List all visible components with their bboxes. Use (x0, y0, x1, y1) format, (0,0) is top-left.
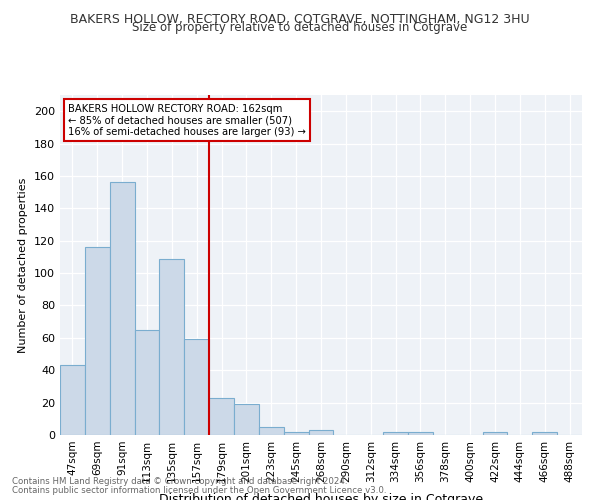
Bar (85, 247, 110, 435)
Text: BAKERS HOLLOW RECTORY ROAD: 162sqm
← 85% of detached houses are smaller (507)
16: BAKERS HOLLOW RECTORY ROAD: 162sqm ← 85%… (68, 104, 306, 136)
Text: Size of property relative to detached houses in Cotgrave: Size of property relative to detached ho… (133, 22, 467, 35)
Bar (110, 182, 134, 435)
Bar (209, 398, 234, 435)
Bar (482, 432, 508, 435)
Bar (308, 430, 334, 435)
Bar (184, 340, 209, 435)
Bar (383, 432, 408, 435)
Bar (408, 432, 433, 435)
Bar (134, 330, 160, 435)
Bar (259, 427, 284, 435)
Text: Contains HM Land Registry data © Crown copyright and database right 2024.: Contains HM Land Registry data © Crown c… (12, 477, 347, 486)
Y-axis label: Number of detached properties: Number of detached properties (19, 178, 28, 352)
Bar (284, 432, 308, 435)
X-axis label: Distribution of detached houses by size in Cotgrave: Distribution of detached houses by size … (159, 493, 483, 500)
Text: Contains public sector information licensed under the Open Government Licence v3: Contains public sector information licen… (12, 486, 386, 495)
Bar (60, 366, 85, 435)
Bar (532, 432, 557, 435)
Bar (160, 258, 184, 435)
Text: BAKERS HOLLOW, RECTORY ROAD, COTGRAVE, NOTTINGHAM, NG12 3HU: BAKERS HOLLOW, RECTORY ROAD, COTGRAVE, N… (70, 12, 530, 26)
Bar (234, 404, 259, 435)
